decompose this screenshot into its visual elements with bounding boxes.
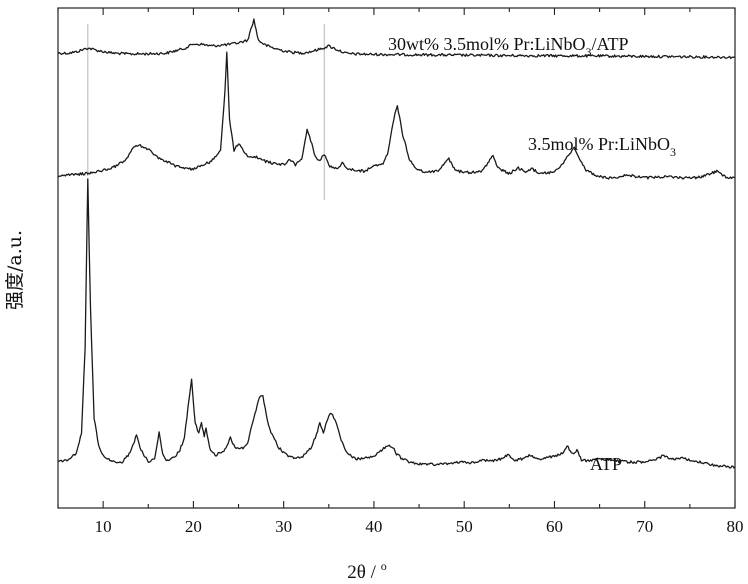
x-tick-label: 20 <box>185 517 202 536</box>
x-tick-label: 80 <box>727 517 744 536</box>
x-tick-label: 50 <box>456 517 473 536</box>
x-tick-label: 60 <box>546 517 563 536</box>
series-label-1: 3.5mol% Pr:LiNbO3 <box>528 134 676 159</box>
x-tick-label: 40 <box>365 517 382 536</box>
x-axis-title: 2θ / o <box>347 559 386 583</box>
x-tick-label: 70 <box>636 517 653 536</box>
x-axis-title-text: 2θ / <box>347 562 380 583</box>
series-labels: 30wt% 3.5mol% Pr:LiNbO3/ATP3.5mol% Pr:Li… <box>388 34 676 474</box>
series-label-2: ATP <box>590 454 622 474</box>
series-line-2 <box>58 179 735 468</box>
x-tick-label: 30 <box>275 517 292 536</box>
y-axis-title: 强度/a.u. <box>4 230 26 310</box>
x-axis-title-unit: o <box>381 559 387 573</box>
x-tick-label: 10 <box>95 517 112 536</box>
series-group <box>58 19 735 468</box>
series-line-1 <box>58 52 735 179</box>
